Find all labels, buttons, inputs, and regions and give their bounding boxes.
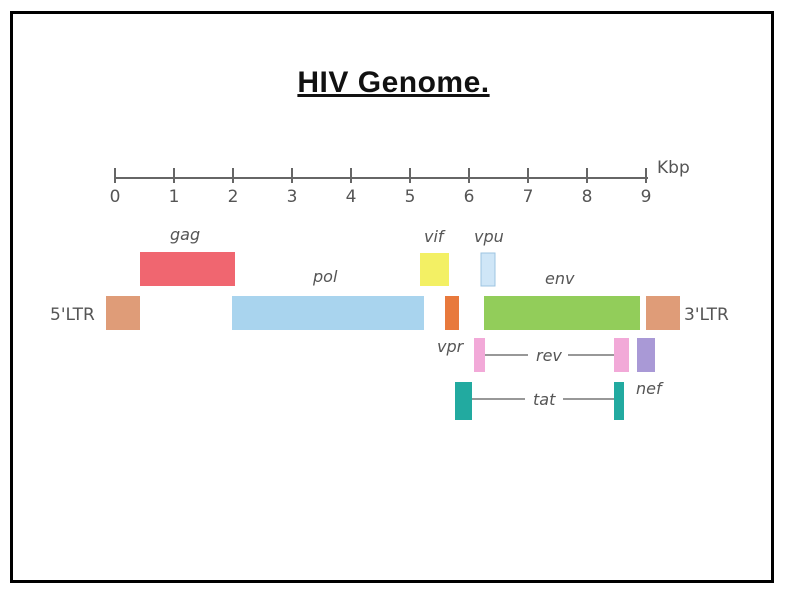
tat-gene: tat <box>455 382 624 420</box>
vpu-gene-box <box>480 252 496 287</box>
vpr-gene-box <box>445 296 459 330</box>
tat-exon-2 <box>614 382 624 420</box>
scale-tick-label-3: 3 <box>287 187 298 207</box>
rev-exon-2 <box>614 338 629 372</box>
scale-tick-label-9: 9 <box>641 187 652 207</box>
vif-gene-label: vif <box>424 227 446 246</box>
rev-exon-1 <box>474 338 485 372</box>
vpr-gene-label: vpr <box>437 337 465 356</box>
tat-exon-1 <box>455 382 472 420</box>
ltr-left-label: 5'LTR <box>50 305 95 325</box>
scale-tick-label-7: 7 <box>523 187 534 207</box>
rev-gene-label: rev <box>536 346 562 365</box>
scale-tick-label-2: 2 <box>228 187 239 207</box>
scale-tick-label-1: 1 <box>169 187 180 207</box>
ltr-left-box <box>106 296 140 330</box>
scale-tick-label-0: 0 <box>110 187 121 207</box>
kbp-scale: 0 1 2 3 4 5 6 7 8 9 Kbp <box>110 158 690 207</box>
scale-tick-label-5: 5 <box>405 187 416 207</box>
scale-tick-label-8: 8 <box>582 187 593 207</box>
scale-tick-label-4: 4 <box>346 187 357 207</box>
rev-gene: rev <box>474 338 629 372</box>
scale-tick-label-6: 6 <box>464 187 475 207</box>
env-gene-box <box>484 296 640 330</box>
ltr-right-box <box>646 296 680 330</box>
scale-unit-label: Kbp <box>657 158 690 178</box>
nef-gene-label: nef <box>636 379 664 398</box>
slide-title: HIV Genome. <box>297 66 490 99</box>
vpu-gene-label: vpu <box>474 227 504 246</box>
ltr-right-label: 3'LTR <box>684 305 729 325</box>
nef-gene-box <box>637 338 655 372</box>
pol-gene-box <box>232 296 424 330</box>
pol-gene-label: pol <box>312 267 338 286</box>
env-gene-label: env <box>545 269 575 288</box>
gag-gene-label: gag <box>170 225 200 244</box>
vif-gene-box <box>420 253 449 286</box>
tat-gene-label: tat <box>533 390 556 409</box>
gag-gene-box <box>140 252 235 286</box>
scale-ticks: 0 1 2 3 4 5 6 7 8 9 <box>110 168 652 207</box>
